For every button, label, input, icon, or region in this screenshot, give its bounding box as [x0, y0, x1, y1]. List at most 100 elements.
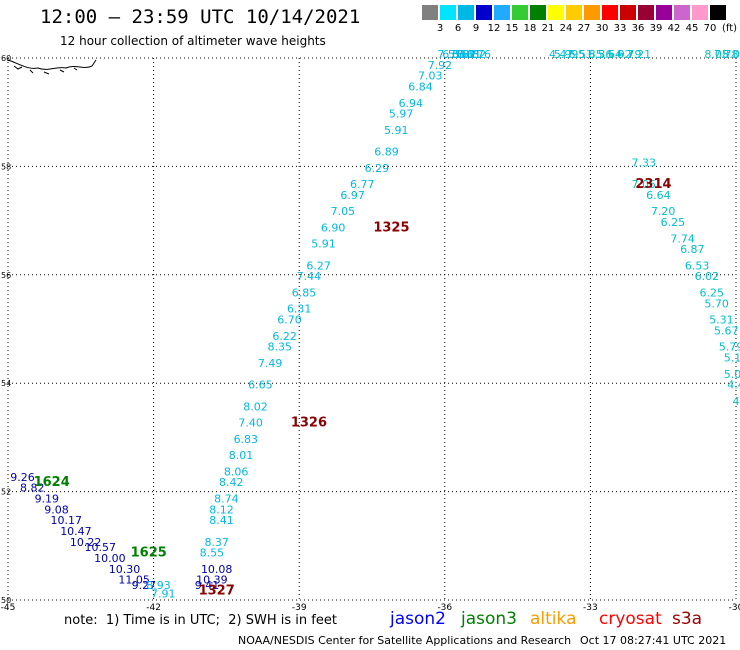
color-swatch	[440, 5, 456, 20]
color-swatch	[458, 5, 474, 20]
swh-value: 7.91	[151, 587, 176, 600]
swh-value: 7.11	[457, 48, 482, 61]
y-tick-label: 60	[1, 54, 11, 63]
color-scale-label: 6	[454, 23, 462, 34]
legend-note: note: 1) Time is in UTC; 2) SWH is in fe…	[64, 613, 337, 628]
swh-value: 8.37	[204, 536, 229, 549]
swh-value: 5.85	[578, 48, 603, 61]
color-scale-label: 42	[667, 23, 681, 34]
page-title: 12:00 – 23:59 UTC 10/14/2021	[40, 6, 361, 28]
color-scale-label: 30	[595, 23, 609, 34]
swh-value: 6.27	[306, 259, 331, 272]
swh-value: 7.05	[331, 205, 356, 218]
legend-cryosat: cryosat	[599, 609, 662, 629]
color-scale-label: 21	[541, 23, 555, 34]
swh-value: 7.33	[632, 156, 657, 169]
swh-value: 10.00	[94, 552, 126, 565]
x-tick-label: -30	[729, 603, 740, 613]
swh-value: 5.64	[598, 48, 623, 61]
swh-value: 6.91	[452, 48, 477, 61]
x-tick-label: -33	[583, 603, 598, 613]
swh-value: 11.05	[118, 574, 150, 587]
swh-value: 6.29	[365, 162, 390, 175]
swh-value: 6.70	[277, 314, 302, 327]
y-tick-label: 52	[1, 488, 11, 497]
swh-value: 10.17	[50, 514, 82, 527]
swh-value: 6.83	[234, 433, 259, 446]
swh-value: 6.31	[287, 303, 312, 316]
swh-value: 5.79	[719, 341, 740, 354]
swh-value: 6.22	[272, 330, 297, 343]
color-swatch	[530, 5, 546, 20]
swh-value: 5.91	[311, 238, 336, 251]
swh-value: 6.82	[462, 48, 487, 61]
swh-value: 8.42	[219, 476, 244, 489]
swh-value: 10.30	[109, 563, 141, 576]
swh-value: 8.0	[722, 48, 740, 61]
swh-value: 5.00	[724, 368, 740, 381]
color-swatch	[620, 5, 636, 20]
color-swatch	[638, 5, 654, 20]
swh-value: 6.94	[399, 97, 424, 110]
swh-value: 7.21	[627, 48, 652, 61]
swh-value: 5.10	[724, 352, 740, 365]
legend-s3a: s3a	[672, 609, 703, 629]
swh-value: 6.51	[568, 48, 593, 61]
swh-value: 6.76	[467, 48, 492, 61]
swh-value: 8.93	[146, 579, 171, 592]
color-swatch	[548, 5, 564, 20]
x-tick-label: -42	[146, 603, 161, 613]
swh-value: 7.92	[428, 59, 453, 72]
x-tick-label: -36	[437, 603, 452, 613]
swh-value: 7.40	[238, 417, 263, 430]
swh-value: 7.03	[418, 70, 443, 83]
swh-value: 10.39	[196, 574, 228, 587]
swh-value: 7.55	[437, 48, 462, 61]
swh-value: 4	[733, 395, 740, 408]
color-scale-label: 39	[649, 23, 663, 34]
swh-value: 6.87	[680, 243, 705, 256]
swh-value: 6.97	[340, 189, 365, 202]
swh-value: 4.4	[727, 379, 740, 392]
color-scale-label: 70	[703, 23, 717, 34]
color-scale-label: 45	[685, 23, 699, 34]
legend-jason3: jason3	[461, 609, 517, 629]
axis-ticks: -45 -42 -39 -36 -33 -30 60 58 56 54 52 50	[1, 54, 740, 613]
map-grid	[7, 57, 737, 601]
footer-agency: NOAA/NESDIS Center for Satellite Applica…	[238, 634, 572, 647]
swh-value: 6.89	[374, 146, 399, 159]
swh-value: 6.25	[661, 216, 686, 229]
coastline-path	[13, 65, 78, 75]
swh-value: 6.85	[292, 286, 317, 299]
swh-value: 5.82	[452, 48, 477, 61]
swh-value: 7.49	[258, 357, 283, 370]
swh-value: 5.91	[384, 124, 409, 137]
swh-value: 8.82	[20, 482, 45, 495]
x-tick-label: -39	[292, 603, 307, 613]
pass-label: 1325	[373, 220, 409, 235]
swh-value: 5.97	[389, 108, 414, 121]
swh-value: 6.65	[248, 379, 273, 392]
color-swatch	[692, 5, 708, 20]
swh-value: 6.25	[699, 286, 724, 299]
swh-value: 7.78	[714, 48, 739, 61]
swh-value: 6.53	[685, 259, 710, 272]
swh-value: 7.05	[632, 178, 657, 191]
coastline	[7, 59, 97, 75]
color-scale-label: 9	[472, 23, 480, 34]
swh-value: 9.26	[10, 471, 35, 484]
color-swatch	[602, 5, 618, 20]
swh-value: 7.74	[670, 232, 695, 245]
x-tick-label: -45	[1, 603, 16, 613]
swh-value: 6.35	[442, 48, 467, 61]
color-scale-label: 24	[559, 23, 573, 34]
swh-value: 5.99	[554, 48, 579, 61]
swh-value: 8.06	[224, 465, 249, 478]
color-scale-label: 36	[631, 23, 645, 34]
color-scale-label: 18	[523, 23, 537, 34]
swh-value: 6.77	[350, 178, 375, 191]
swh-value: 8.01	[229, 449, 254, 462]
swh-value: 8.74	[214, 492, 239, 505]
color-swatch	[512, 5, 528, 20]
